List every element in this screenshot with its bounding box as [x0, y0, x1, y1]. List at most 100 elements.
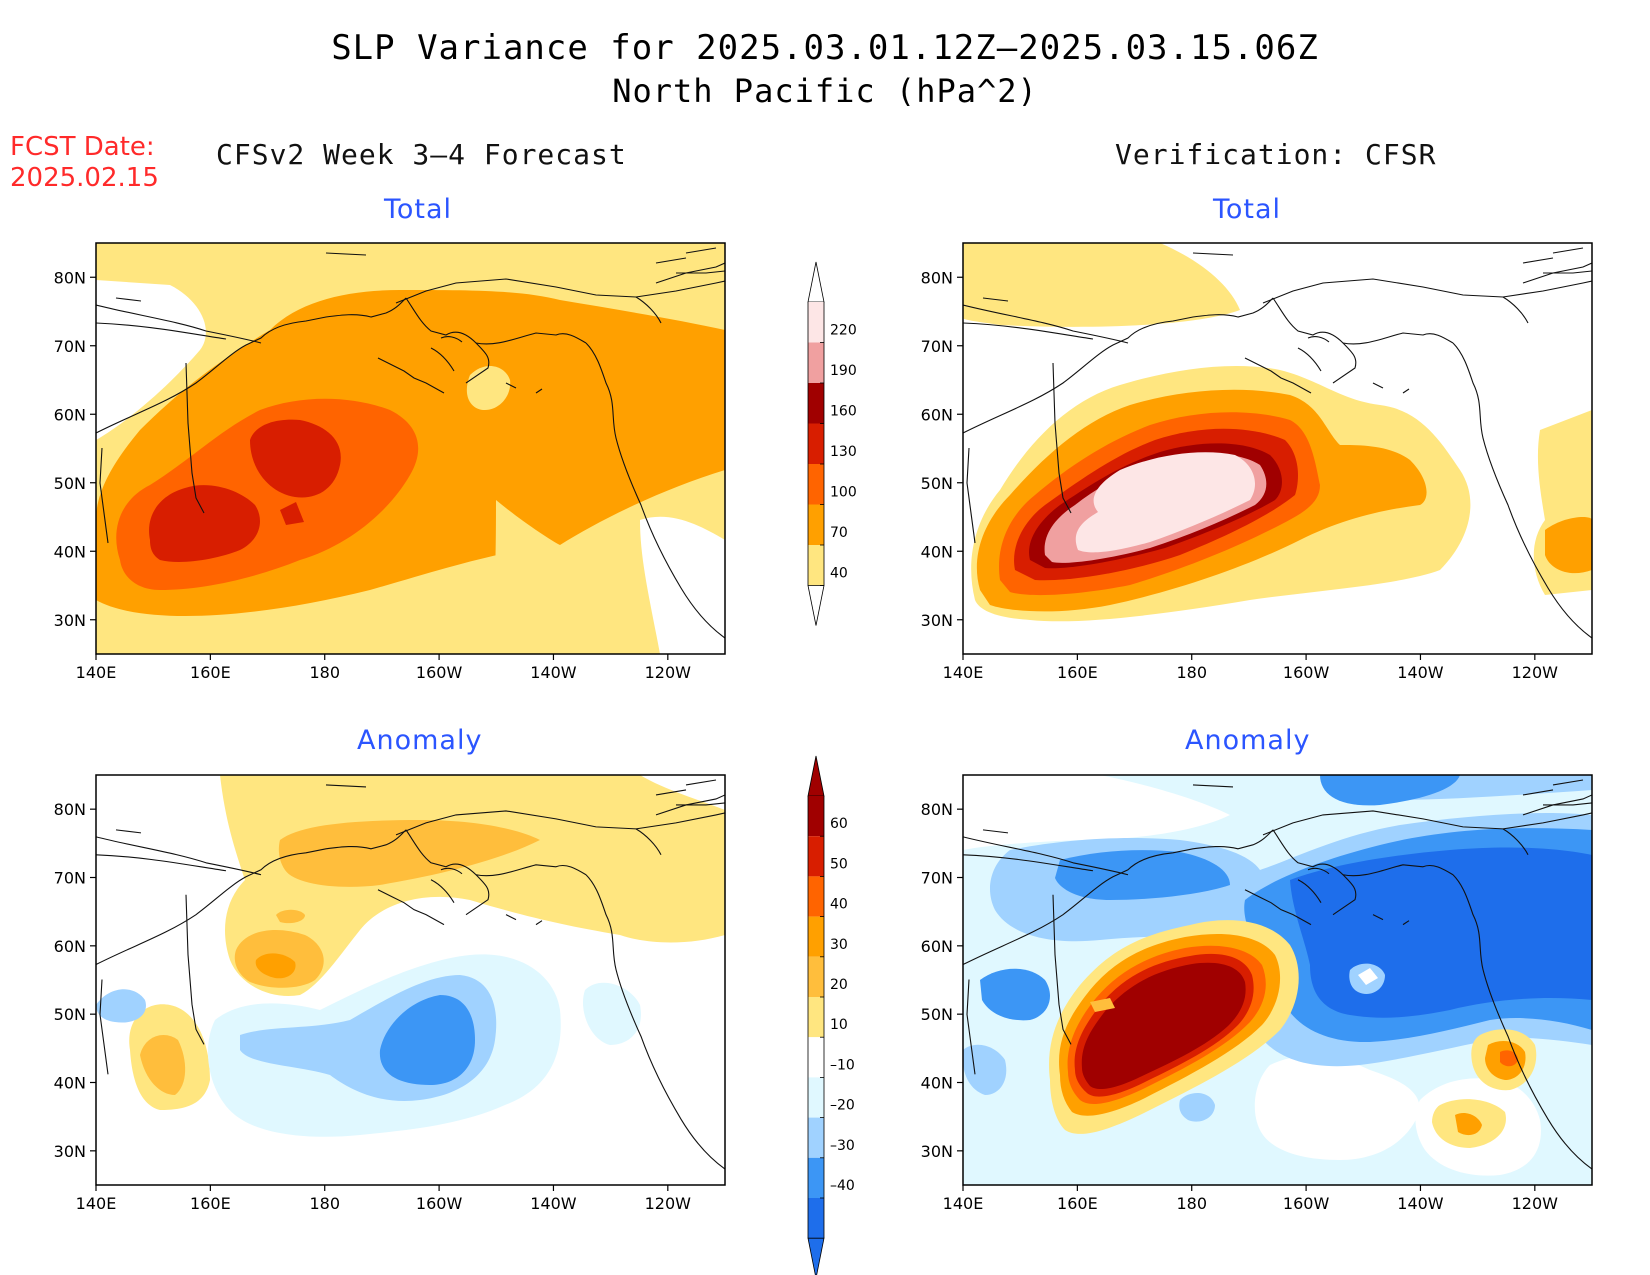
total-colorbar: 220 190 160 130 100 70 40: [807, 261, 857, 626]
y-tick-label: 80N: [54, 800, 86, 819]
colorbar-label: 40: [830, 897, 848, 913]
x-tick-label: 140E: [76, 1194, 117, 1213]
x-tick-label: 160E: [190, 663, 231, 682]
y-tick-label: 40N: [921, 1074, 953, 1093]
x-tick-label: 120W: [645, 663, 692, 682]
verification-total-field: [963, 243, 1592, 654]
fcst-date-value: 2025.02.15: [10, 163, 159, 193]
colorbar-top-arrow: [807, 261, 825, 303]
fcst-date-label: FCST Date:: [10, 132, 155, 162]
x-tick-label: 160E: [1057, 663, 1098, 682]
x-tick-label: 120W: [1512, 663, 1559, 682]
fcst-date-block: FCST Date: 2025.02.15: [10, 132, 159, 194]
y-tick-label: 30N: [921, 611, 953, 630]
forecast-anomaly-field: [96, 775, 725, 1185]
colorbar-label: 160: [830, 404, 857, 420]
colorbar-label: 30: [830, 937, 848, 953]
colorbar-segment: [808, 956, 824, 997]
forecast-anomaly-frame: [95, 774, 726, 1186]
x-tick-label: 140W: [1397, 1194, 1444, 1213]
colorbar-segment: [808, 836, 824, 877]
colorbar-outline: [807, 302, 825, 586]
x-tick-label: 140E: [76, 663, 117, 682]
colorbar-top-arrow: [807, 755, 825, 797]
x-tick-label: 140W: [530, 1194, 577, 1213]
anomaly-colorbar: 60 50 40 30 20 10 –10 –20 –30 –40: [807, 755, 855, 1275]
x-tick-label: 160W: [416, 663, 463, 682]
y-tick-label: 60N: [921, 405, 953, 424]
verification-total-frame: [962, 242, 1593, 655]
colorbar-segment: [808, 302, 824, 343]
x-tick-label: 120W: [645, 1194, 692, 1213]
colorbar-segment: [808, 916, 824, 957]
verification-total-title: Total: [1213, 194, 1282, 225]
verification-anomaly-title: Anomaly: [1185, 725, 1311, 756]
x-tick-label: 180: [309, 663, 340, 682]
colorbar-label: 70: [830, 525, 848, 541]
verification-anomaly-frame: [962, 774, 1593, 1186]
colorbar-segment: [808, 1198, 824, 1239]
colorbar-segment: [808, 1117, 824, 1158]
colorbar-label: –30: [830, 1138, 855, 1154]
colorbar-segment: [808, 383, 824, 424]
colorbar-segment: [808, 423, 824, 464]
y-tick-label: 50N: [921, 1005, 953, 1024]
colorbar-segment: [808, 997, 824, 1038]
colorbar-segment: [808, 504, 824, 545]
forecast-total-frame: [95, 242, 726, 655]
forecast-anomaly-title: Anomaly: [357, 725, 483, 756]
colorbar-bottom-arrow: [807, 585, 825, 626]
y-tick-label: 50N: [54, 474, 86, 493]
y-tick-label: 80N: [921, 268, 953, 287]
colorbar-segment: [808, 1157, 824, 1198]
y-tick-label: 60N: [54, 937, 86, 956]
forecast-total-title: Total: [384, 194, 453, 225]
forecast-column-title: CFSv2 Week 3–4 Forecast: [216, 138, 627, 171]
y-tick-label: 50N: [54, 1005, 86, 1024]
x-tick-label: 160W: [1283, 1194, 1330, 1213]
axes-group: 140E 160E 180 160W 140W 120W 80N 70N 60N 50N 40N 30…: [54, 268, 1559, 1213]
colorbar-label: 40: [830, 566, 848, 582]
colorbar-segment: [808, 876, 824, 917]
colorbar-label: –20: [830, 1098, 855, 1114]
verification-column-title: Verification: CFSR: [1115, 138, 1437, 171]
x-tick-label: 140E: [943, 1194, 984, 1213]
y-tick-label: 40N: [54, 542, 86, 561]
forecast-total-field: [96, 243, 725, 654]
colorbar-label: –10: [830, 1057, 855, 1073]
x-tick-label: 140W: [1397, 663, 1444, 682]
y-tick-label: 70N: [54, 869, 86, 888]
colorbar-label: 100: [830, 485, 857, 501]
colorbar-label: 130: [830, 444, 857, 460]
colorbar-outline: [807, 796, 825, 1239]
colorbar-segment: [808, 342, 824, 383]
y-tick-label: 40N: [54, 1074, 86, 1093]
sub-title: North Pacific (hPa^2): [612, 72, 1038, 110]
x-tick-label: 160E: [1057, 1194, 1098, 1213]
colorbar-segment: [808, 545, 824, 586]
colorbar-label: 20: [830, 977, 848, 993]
colorbar-label: 10: [830, 1017, 848, 1033]
x-tick-label: 180: [309, 1194, 340, 1213]
x-tick-label: 140E: [943, 663, 984, 682]
colorbar-label: –40: [830, 1178, 855, 1194]
x-tick-label: 160W: [416, 1194, 463, 1213]
colorbar-label: 220: [830, 323, 857, 339]
y-tick-label: 70N: [921, 869, 953, 888]
main-title: SLP Variance for 2025.03.01.12Z–2025.03.…: [331, 28, 1319, 68]
x-tick-label: 160W: [1283, 663, 1330, 682]
colorbar-bottom-arrow: [807, 1237, 825, 1275]
x-tick-label: 120W: [1512, 1194, 1559, 1213]
y-tick-label: 30N: [921, 1142, 953, 1161]
y-tick-label: 70N: [54, 337, 86, 356]
x-tick-label: 160E: [190, 1194, 231, 1213]
colorbar-label: 60: [830, 816, 848, 832]
y-tick-label: 50N: [921, 474, 953, 493]
colorbar-segment: [808, 1037, 824, 1078]
y-tick-label: 30N: [54, 611, 86, 630]
colorbar-segment: [808, 1077, 824, 1118]
y-tick-label: 40N: [921, 542, 953, 561]
y-tick-label: 30N: [54, 1142, 86, 1161]
x-tick-label: 140W: [530, 663, 577, 682]
y-tick-label: 80N: [54, 268, 86, 287]
